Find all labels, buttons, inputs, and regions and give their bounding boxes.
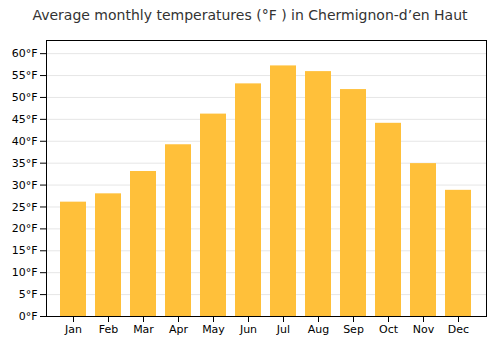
svg-text:Jun: Jun <box>239 323 257 336</box>
svg-text:Nov: Nov <box>413 323 435 336</box>
svg-text:Oct: Oct <box>379 323 399 336</box>
svg-text:30°F: 30°F <box>12 179 38 192</box>
html-text:Average monthly temperatures (: Average monthly temperatures (°F ) in Ch… <box>32 7 468 23</box>
svg-text:10°F: 10°F <box>12 266 38 279</box>
svg-text:0°F: 0°F <box>19 310 38 323</box>
svg-text:40°F: 40°F <box>12 135 38 148</box>
svg-text:15°F: 15°F <box>12 244 38 257</box>
svg-text:May: May <box>202 323 225 336</box>
svg-text:Apr: Apr <box>169 323 189 336</box>
svg-text:50°F: 50°F <box>12 91 38 104</box>
svg-text:55°F: 55°F <box>12 69 38 82</box>
svg-text:Jul: Jul <box>276 323 290 336</box>
svg-text:25°F: 25°F <box>12 200 38 213</box>
svg-text:Jan: Jan <box>64 323 82 336</box>
svg-text:Dec: Dec <box>448 323 469 336</box>
svg-text:Mar: Mar <box>133 323 154 336</box>
svg-text:20°F: 20°F <box>12 222 38 235</box>
svg-text:Aug: Aug <box>308 323 329 336</box>
svg-text:Sep: Sep <box>343 323 364 336</box>
svg-text:5°F: 5°F <box>19 288 38 301</box>
svg-text:45°F: 45°F <box>12 113 38 126</box>
svg-text:60°F: 60°F <box>12 47 38 60</box>
svg-text:Feb: Feb <box>99 323 118 336</box>
svg-text:35°F: 35°F <box>12 157 38 170</box>
